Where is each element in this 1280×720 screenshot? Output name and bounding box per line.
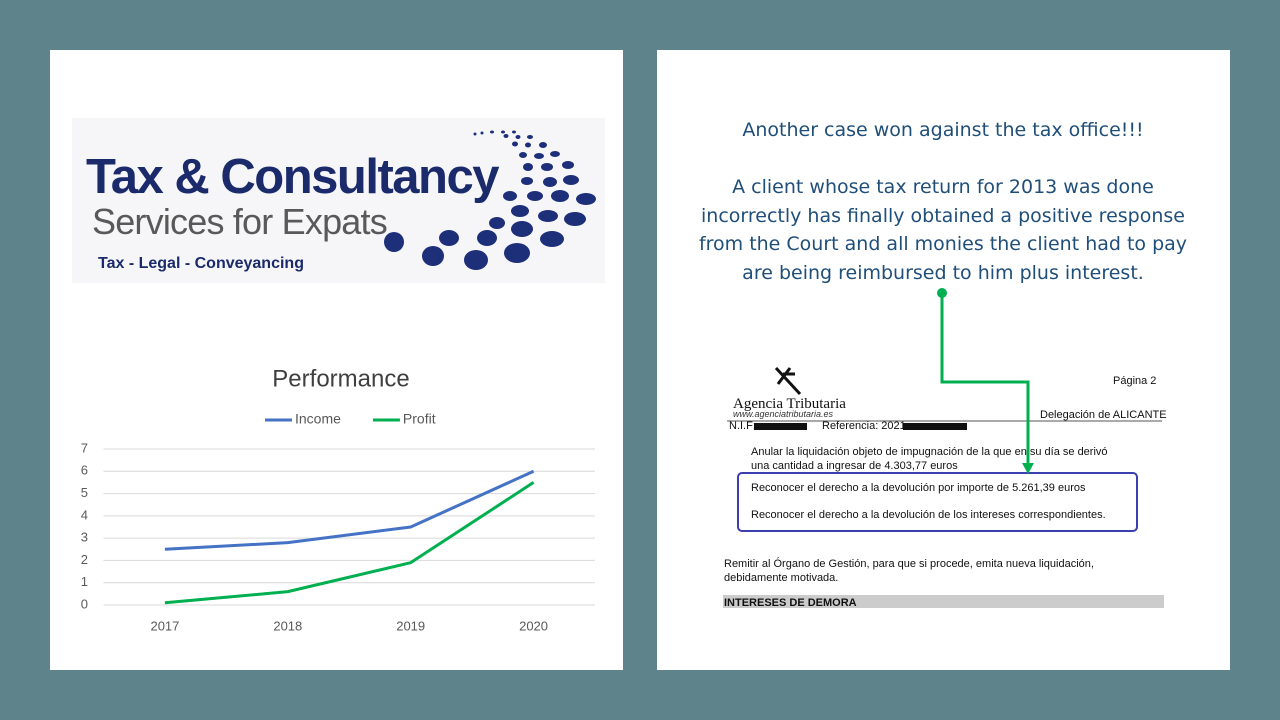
paragraph-line: una cantidad a ingresar de 4.303,77 euro… — [751, 460, 958, 472]
logo: Tax & Consultancy Services for Expats Ta… — [72, 118, 605, 283]
y-tick-label: 7 — [81, 440, 88, 455]
boxed-line: Reconocer el derecho a la devolución por… — [751, 482, 1086, 494]
legend-label: Income — [295, 411, 341, 427]
paragraph-line: Anular la liquidación objeto de impugnac… — [751, 446, 1108, 458]
x-tick-label: 2017 — [150, 618, 179, 633]
announcement-line: A client whose tax return for 2013 was d… — [732, 176, 1154, 198]
logo-subtitle: Services for Expats — [92, 201, 387, 242]
announcement-title: Another case won against the tax office!… — [742, 119, 1143, 141]
redaction — [754, 423, 807, 430]
chart-title: Performance — [272, 365, 409, 392]
paragraph-line: debidamente motivada. — [724, 572, 838, 584]
pointer-arrow — [937, 288, 1034, 474]
agency-emblem — [774, 366, 802, 396]
y-tick-label: 0 — [81, 596, 88, 611]
redaction — [903, 423, 967, 430]
highlight-box — [737, 472, 1138, 532]
announcement-line: from the Court and all monies the client… — [699, 233, 1187, 255]
agency-website: www.agenciatributaria.es — [733, 409, 834, 419]
line-chart: Performance 0 1 2 3 4 5 6 7 2017 2018 2019 2020 Inco… — [81, 365, 595, 633]
paragraph-line: Remitir al Órgano de Gestión, para que s… — [724, 557, 1094, 570]
series-line — [164, 481, 535, 605]
logo-title: Tax & Consultancy — [86, 150, 499, 204]
arrow-line — [940, 293, 1030, 464]
y-tick-label: 1 — [81, 574, 88, 589]
announcement: Another case won against the tax office!… — [699, 119, 1187, 284]
logo-dots — [384, 130, 596, 270]
office: Delegación de ALICANTE — [1040, 409, 1167, 421]
y-tick-label: 5 — [81, 485, 88, 500]
x-tick-label: 2020 — [519, 618, 548, 633]
reference: Referencia: 2021 — [822, 420, 906, 432]
page-number: Página 2 — [1113, 375, 1156, 387]
boxed-line: Reconocer el derecho a la devolución de … — [751, 509, 1106, 521]
announcement-line: are being reimbursed to him plus interes… — [742, 262, 1144, 284]
y-tick-label: 2 — [81, 552, 88, 567]
y-tick-label: 6 — [81, 463, 88, 478]
agency-name: Agencia Tributaria — [733, 396, 846, 412]
series-line — [164, 469, 535, 551]
x-tick-label: 2019 — [396, 618, 425, 633]
document: Agencia Tributaria www.agenciatributaria… — [723, 366, 1167, 609]
arrow-head — [1022, 463, 1034, 474]
nif: N.I.F: — [729, 420, 756, 432]
logo-tagline: Tax - Legal - Conveyancing — [98, 255, 304, 272]
section-bar — [723, 595, 1164, 608]
y-tick-label: 4 — [81, 507, 88, 522]
announcement-line: incorrectly has finally obtained a posit… — [701, 205, 1185, 227]
y-tick-label: 3 — [81, 530, 88, 545]
legend-label: Profit — [403, 411, 436, 427]
x-tick-label: 2018 — [273, 618, 302, 633]
section-heading: INTERESES DE DEMORA — [724, 597, 857, 609]
